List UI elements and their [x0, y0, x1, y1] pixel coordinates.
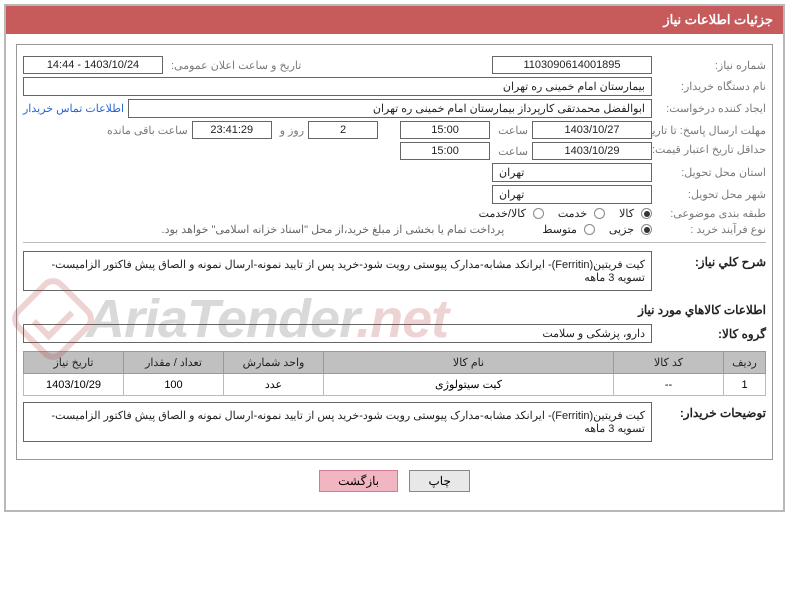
table-header-row: ردیف کد کالا نام کالا واحد شمارش تعداد /…	[24, 352, 766, 374]
main-panel: جزئیات اطلاعات نیاز شماره نیاز: 11030906…	[4, 4, 785, 512]
group-value: دارو، پزشکی و سلامت	[23, 324, 652, 343]
deadline-label: مهلت ارسال پاسخ: تا تاریخ:	[656, 124, 766, 137]
province-label: استان محل تحویل:	[656, 166, 766, 179]
details-panel: شماره نیاز: 1103090614001895 تاریخ و ساع…	[16, 44, 773, 460]
radio-service-label: خدمت	[558, 207, 587, 220]
validity-hour-label: ساعت	[494, 145, 528, 158]
requester-label: ایجاد کننده درخواست:	[656, 102, 766, 115]
validity-date: 1403/10/29	[532, 142, 652, 160]
validity-hour: 15:00	[400, 142, 490, 160]
remain-suffix: ساعت باقی مانده	[103, 124, 188, 137]
radio-both[interactable]	[533, 208, 544, 219]
need-number-value: 1103090614001895	[492, 56, 652, 74]
th-qty: تعداد / مقدار	[124, 352, 224, 374]
th-date: تاریخ نیاز	[24, 352, 124, 374]
buyer-notes-text: کیت فریتین(Ferritin)- ایرانکد مشابه-مدار…	[23, 402, 652, 442]
panel-title: جزئیات اطلاعات نیاز	[663, 12, 773, 27]
summary-text: کیت فریتین(Ferritin)- ایرانکد مشابه-مدار…	[23, 251, 652, 291]
th-index: ردیف	[724, 352, 766, 374]
radio-goods-label: کالا	[619, 207, 634, 220]
items-section-title: اطلاعات کالاهاي مورد نیاز	[23, 303, 766, 317]
buyer-org-label: نام دستگاه خریدار:	[656, 80, 766, 93]
th-name: نام کالا	[324, 352, 614, 374]
radio-medium[interactable]	[584, 224, 595, 235]
announce-label: تاریخ و ساعت اعلان عمومی:	[167, 59, 301, 72]
td-qty: 100	[124, 374, 224, 396]
remain-days: 2	[308, 121, 378, 139]
radio-medium-label: متوسط	[542, 223, 577, 236]
back-button[interactable]: بازگشت	[319, 470, 398, 492]
need-number-label: شماره نیاز:	[656, 59, 766, 72]
td-unit: عدد	[224, 374, 324, 396]
items-table: ردیف کد کالا نام کالا واحد شمارش تعداد /…	[23, 351, 766, 396]
radio-minor-label: جزیی	[609, 223, 634, 236]
city-label: شهر محل تحویل:	[656, 188, 766, 201]
days-word: روز و	[276, 124, 304, 137]
deadline-hour: 15:00	[400, 121, 490, 139]
buyer-notes-label: توضیحات خریدار:	[656, 406, 766, 420]
deadline-hour-label: ساعت	[494, 124, 528, 137]
th-unit: واحد شمارش	[224, 352, 324, 374]
table-row: 1 -- کیت سیتولوژی عدد 100 1403/10/29	[24, 374, 766, 396]
city-value: تهران	[492, 185, 652, 204]
radio-service[interactable]	[594, 208, 605, 219]
radio-both-label: کالا/خدمت	[479, 207, 526, 220]
summary-label: شرح کلي نیاز:	[656, 255, 766, 269]
announce-value: 1403/10/24 - 14:44	[23, 56, 163, 74]
contact-buyer-link[interactable]: اطلاعات تماس خریدار	[23, 102, 124, 115]
th-code: کد کالا	[614, 352, 724, 374]
validity-label: حداقل تاریخ اعتبار قیمت: تا تاریخ:	[656, 144, 766, 157]
td-code: --	[614, 374, 724, 396]
buyer-org-value: بیمارستان امام خمینی ره تهران	[23, 77, 652, 96]
td-index: 1	[724, 374, 766, 396]
requester-value: ابوالفضل محمدتقی کارپرداز بیمارستان امام…	[128, 99, 652, 118]
category-label: طبقه بندی موضوعی:	[656, 207, 766, 220]
group-label: گروه کالا:	[656, 327, 766, 341]
radio-minor[interactable]	[641, 224, 652, 235]
process-note: پرداخت تمام یا بخشی از مبلغ خرید،از محل …	[158, 223, 505, 236]
province-value: تهران	[492, 163, 652, 182]
td-name: کیت سیتولوژی	[324, 374, 614, 396]
panel-header: جزئیات اطلاعات نیاز	[6, 6, 783, 34]
print-button[interactable]: چاپ	[409, 470, 469, 492]
remain-time: 23:41:29	[192, 121, 272, 139]
deadline-date: 1403/10/27	[532, 121, 652, 139]
td-date: 1403/10/29	[24, 374, 124, 396]
radio-goods[interactable]	[641, 208, 652, 219]
process-label: نوع فرآیند خرید :	[656, 223, 766, 236]
